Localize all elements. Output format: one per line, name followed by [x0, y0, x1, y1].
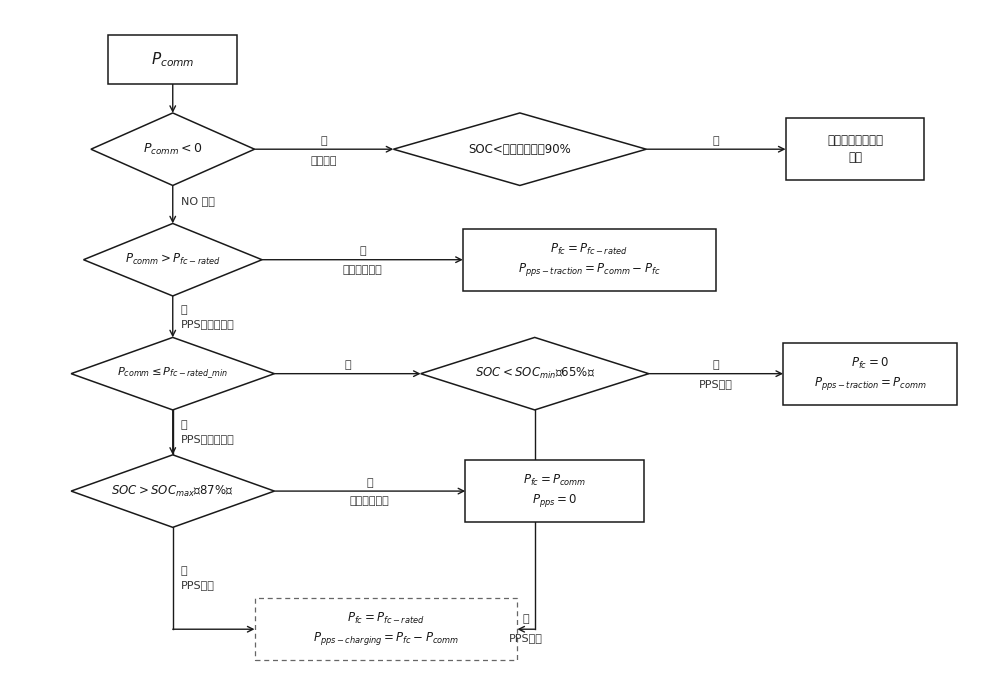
- Text: SOC<制动回馈限值90%: SOC<制动回馈限值90%: [468, 143, 571, 156]
- FancyBboxPatch shape: [786, 118, 924, 180]
- Text: $P_{fc}=P_{comm}$
$P_{pps}=0$: $P_{fc}=P_{comm}$ $P_{pps}=0$: [523, 473, 586, 510]
- Text: 否: 否: [713, 360, 719, 370]
- Text: 否: 否: [181, 421, 187, 431]
- Text: 否: 否: [181, 566, 187, 577]
- Polygon shape: [71, 455, 274, 527]
- FancyBboxPatch shape: [255, 598, 517, 661]
- Text: 是: 是: [359, 246, 366, 257]
- Text: 混合电力牵引: 混合电力牵引: [343, 265, 382, 275]
- Text: 燃料电池牵引: 燃料电池牵引: [350, 496, 390, 506]
- Text: 动力电池回收制动
能量: 动力电池回收制动 能量: [827, 134, 883, 164]
- Text: $P_{comm}$: $P_{comm}$: [151, 50, 195, 69]
- Text: $P_{fc}=0$
$P_{pps-traction}=P_{comm}$: $P_{fc}=0$ $P_{pps-traction}=P_{comm}$: [814, 356, 926, 392]
- Polygon shape: [393, 113, 646, 185]
- Polygon shape: [71, 338, 274, 410]
- Text: 是: 是: [713, 136, 719, 146]
- Polygon shape: [91, 113, 255, 185]
- Text: $SOC>SOC_{max}$（87%）: $SOC>SOC_{max}$（87%）: [111, 484, 234, 498]
- Text: $P_{fc}=P_{fc-rated}$
$P_{pps-charging}=P_{fc}-P_{comm}$: $P_{fc}=P_{fc-rated}$ $P_{pps-charging}=…: [313, 611, 459, 647]
- Text: NO 牵引: NO 牵引: [181, 196, 215, 206]
- Polygon shape: [421, 338, 649, 410]
- Text: $SOC<SOC_{min}$（65%）: $SOC<SOC_{min}$（65%）: [475, 366, 595, 381]
- Polygon shape: [84, 224, 262, 296]
- FancyBboxPatch shape: [108, 35, 237, 84]
- Text: PPS充电或牵引: PPS充电或牵引: [181, 434, 234, 445]
- Text: $P_{comm}>P_{fc-rated}$: $P_{comm}>P_{fc-rated}$: [125, 252, 221, 267]
- FancyBboxPatch shape: [783, 343, 957, 405]
- Text: $P_{comm}<0$: $P_{comm}<0$: [143, 142, 203, 157]
- FancyBboxPatch shape: [465, 460, 644, 522]
- Text: PPS充电或牵引: PPS充电或牵引: [181, 319, 234, 329]
- Text: 是: 是: [344, 360, 351, 370]
- Text: 是: 是: [523, 614, 529, 624]
- Text: $P_{comm}\leq P_{fc-rated\_min}$: $P_{comm}\leq P_{fc-rated\_min}$: [117, 366, 228, 382]
- Text: 是: 是: [367, 477, 373, 488]
- Text: 是: 是: [321, 136, 327, 147]
- Text: PPS充电: PPS充电: [509, 633, 543, 643]
- Text: $P_{fc}=P_{fc-rated}$
$P_{pps-traction}=P_{comm}-P_{fc}$: $P_{fc}=P_{fc-rated}$ $P_{pps-traction}=…: [518, 241, 660, 278]
- Text: 能量回收: 能量回收: [311, 157, 337, 166]
- Text: 否: 否: [181, 305, 187, 315]
- Text: PPS牵引: PPS牵引: [699, 379, 733, 389]
- Text: PPS充电: PPS充电: [181, 580, 215, 590]
- FancyBboxPatch shape: [463, 229, 716, 291]
